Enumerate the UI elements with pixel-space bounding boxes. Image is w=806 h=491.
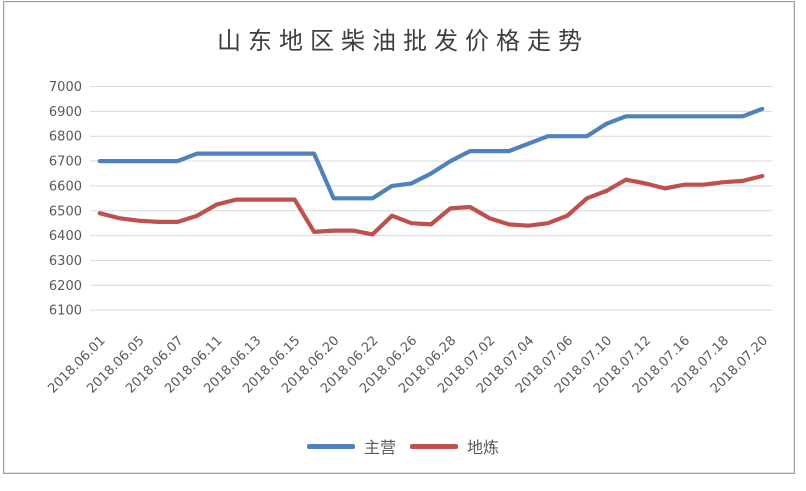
y-axis-tick-label: 6300: [49, 254, 82, 269]
legend-label-main: 主营: [363, 438, 396, 457]
y-axis-tick-label: 6200: [49, 279, 82, 294]
series-line-1: [97, 173, 765, 237]
legend-line-swatch-main: [306, 443, 355, 449]
y-axis-tick-label: 6700: [49, 155, 82, 170]
series-line-0: [97, 106, 765, 201]
y-axis-tick-label: 6400: [49, 229, 82, 244]
y-axis-tick-label: 7000: [49, 80, 82, 95]
y-axis-tick-label: 6600: [49, 179, 82, 194]
y-axis-tick-label: 6900: [49, 105, 82, 120]
legend-item-main: 主营: [306, 434, 396, 458]
chart-legend: 主营 地炼: [0, 434, 806, 458]
y-axis-tick-label: 6500: [49, 204, 82, 219]
chart-frame: [3, 1, 795, 474]
y-axis-tick-label: 6800: [49, 130, 82, 145]
y-axis-tick-label: 6100: [49, 304, 82, 319]
legend-label-local: 地炼: [467, 438, 500, 457]
legend-item-local: 地炼: [410, 434, 499, 458]
legend-line-swatch-local: [410, 443, 458, 449]
chart-title: 山东地区柴油批发价格走势: [217, 27, 589, 55]
